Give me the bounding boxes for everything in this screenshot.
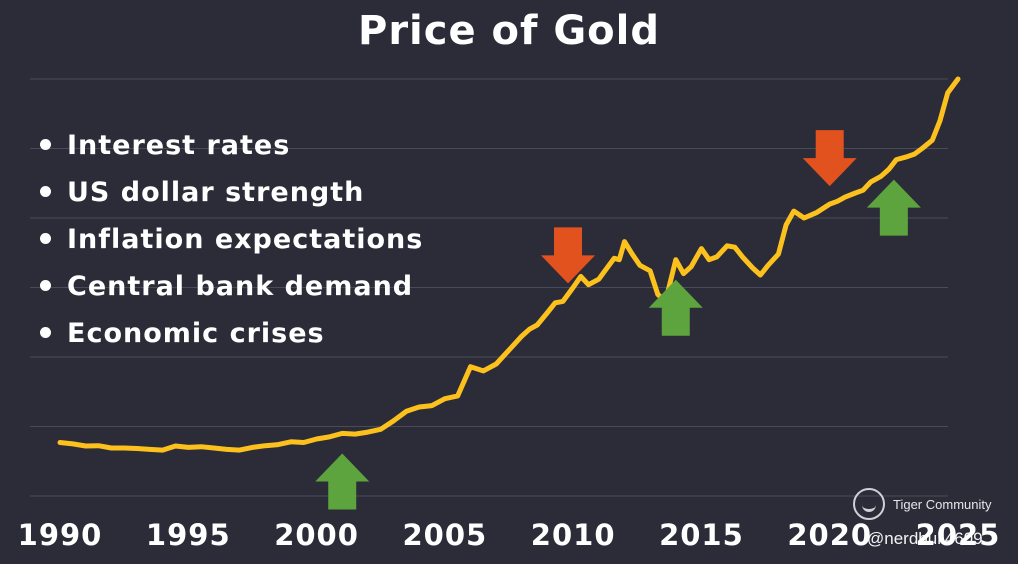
series-layer <box>57 76 961 453</box>
watermark-brand: Tiger Community <box>893 497 992 512</box>
watermark-user: @nerdbull4609 <box>867 529 983 548</box>
up-arrow-icon <box>866 179 921 236</box>
x-tick-label: 2015 <box>659 518 744 552</box>
series-line <box>57 76 961 453</box>
x-tick-label: 2010 <box>531 518 616 552</box>
list-item-label: Interest rates <box>67 130 291 161</box>
list-item: Inflation expectations <box>40 220 423 267</box>
list-item-label: Inflation expectations <box>67 224 424 255</box>
arrow-annotations <box>315 130 921 510</box>
chart-title: Price of Gold <box>358 8 660 54</box>
x-tick-label: 2005 <box>402 518 487 552</box>
x-tick-label: 2025 <box>916 518 1001 552</box>
watermark: Tiger Community @nerdbull4609 <box>853 488 1013 558</box>
x-tick-label: 2020 <box>787 518 872 552</box>
down-arrow-icon <box>802 130 857 187</box>
x-tick-label: 1990 <box>18 518 103 552</box>
up-arrow-icon <box>315 453 370 510</box>
bullet-dot-icon <box>40 186 51 197</box>
list-item-label: US dollar strength <box>67 177 365 208</box>
up-arrow-icon <box>648 279 703 336</box>
list-item: Interest rates <box>40 126 423 173</box>
list-item: Central bank demand <box>40 267 423 314</box>
gridlines <box>30 78 948 497</box>
list-item-label: Central bank demand <box>67 271 414 302</box>
list-item: Economic crises <box>40 314 423 361</box>
x-axis-ticks: 1990 1995 2000 2005 2010 2015 2020 2025 <box>18 518 1001 552</box>
bullet-dot-icon <box>40 139 51 150</box>
list-item-label: Economic crises <box>67 318 325 349</box>
down-arrow-icon <box>541 227 596 284</box>
bullet-dot-icon <box>40 280 51 291</box>
factor-list: Interest rates US dollar strength Inflat… <box>40 126 423 361</box>
list-item: US dollar strength <box>40 173 423 220</box>
bullet-dot-icon <box>40 233 51 244</box>
bullet-dot-icon <box>40 327 51 338</box>
x-tick-label: 1995 <box>146 518 231 552</box>
tiger-logo-icon <box>853 488 885 520</box>
x-tick-label: 2000 <box>274 518 359 552</box>
